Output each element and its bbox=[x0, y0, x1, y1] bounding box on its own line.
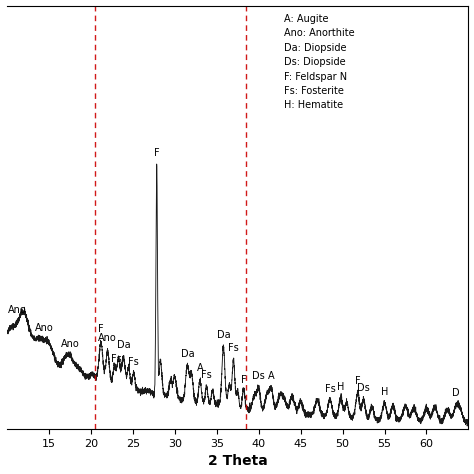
Text: H: H bbox=[381, 387, 388, 397]
Text: Fs: Fs bbox=[325, 384, 336, 394]
Text: Ano: Ano bbox=[61, 339, 79, 349]
Text: Ano: Ano bbox=[8, 304, 27, 315]
Text: Ano: Ano bbox=[35, 323, 54, 333]
Text: Da: Da bbox=[117, 340, 130, 350]
Text: Fs: Fs bbox=[228, 343, 239, 353]
Text: F: F bbox=[241, 375, 246, 385]
Text: Ds: Ds bbox=[357, 383, 370, 392]
Text: D: D bbox=[452, 388, 460, 398]
Text: A: A bbox=[197, 363, 203, 373]
Text: H: H bbox=[337, 383, 345, 392]
Text: A: A bbox=[268, 371, 274, 381]
Text: F: F bbox=[154, 148, 160, 158]
X-axis label: 2 Theta: 2 Theta bbox=[208, 455, 267, 468]
Text: Ds: Ds bbox=[252, 371, 265, 381]
Text: Ano: Ano bbox=[98, 333, 117, 343]
Text: Fs: Fs bbox=[128, 357, 139, 367]
Text: F: F bbox=[98, 324, 104, 334]
Text: Da: Da bbox=[217, 330, 230, 340]
Text: Da: Da bbox=[181, 349, 194, 359]
Text: F: F bbox=[355, 376, 361, 386]
Text: A: Augite
Ano: Anorthite
Da: Diopside
Ds: Diopside
F: Feldspar N
Fs: Fosterite
H: A: Augite Ano: Anorthite Da: Diopside Ds… bbox=[284, 14, 355, 110]
Text: Fs: Fs bbox=[201, 370, 212, 381]
Text: Fs: Fs bbox=[110, 354, 121, 364]
